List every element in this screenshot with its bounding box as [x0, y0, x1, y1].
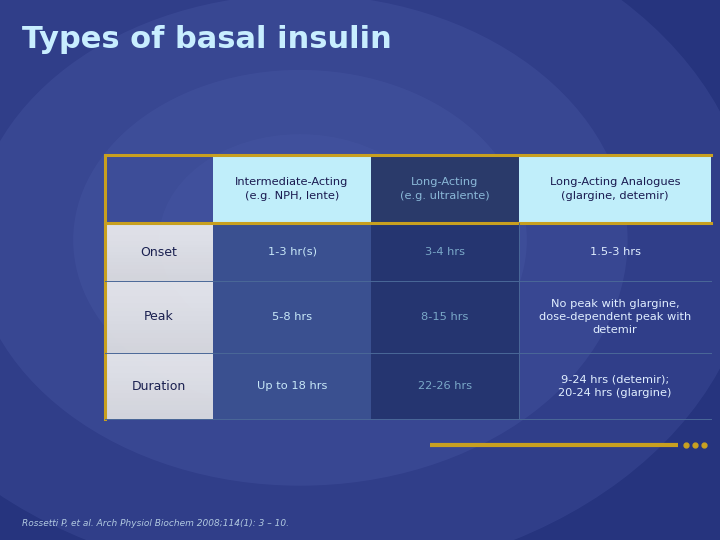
Text: 5-8 hrs: 5-8 hrs: [272, 312, 312, 322]
Text: 8-15 hrs: 8-15 hrs: [421, 312, 469, 322]
Bar: [213, 155, 371, 223]
Ellipse shape: [0, 0, 628, 485]
Text: 1.5-3 hrs: 1.5-3 hrs: [590, 247, 641, 257]
Bar: [371, 223, 519, 281]
Text: 9-24 hrs (detemir);
20-24 hrs (glargine): 9-24 hrs (detemir); 20-24 hrs (glargine): [558, 374, 672, 397]
Text: Long-Acting Analogues
(glargine, detemir): Long-Acting Analogues (glargine, detemir…: [550, 178, 680, 200]
Bar: [371, 353, 519, 419]
Ellipse shape: [159, 134, 441, 346]
Text: 3-4 hrs: 3-4 hrs: [425, 247, 465, 257]
Bar: [519, 155, 711, 223]
Bar: [213, 223, 371, 281]
Text: Intermediate-Acting
(e.g. NPH, lente): Intermediate-Acting (e.g. NPH, lente): [235, 178, 348, 200]
Text: 1-3 hr(s): 1-3 hr(s): [268, 247, 317, 257]
Ellipse shape: [73, 70, 527, 410]
Text: Peak: Peak: [144, 310, 174, 323]
Bar: [213, 281, 371, 353]
Text: Onset: Onset: [140, 246, 177, 259]
Text: Long-Acting
(e.g. ultralente): Long-Acting (e.g. ultralente): [400, 178, 490, 200]
Text: Rossetti P, et al. Arch Physiol Biochem 2008;114(1): 3 – 10.: Rossetti P, et al. Arch Physiol Biochem …: [22, 519, 289, 529]
Text: Types of basal insulin: Types of basal insulin: [22, 25, 392, 55]
Bar: [371, 281, 519, 353]
Text: No peak with glargine,
dose-dependent peak with
detemir: No peak with glargine, dose-dependent pe…: [539, 299, 691, 335]
Text: 22-26 hrs: 22-26 hrs: [418, 381, 472, 391]
Text: Up to 18 hrs: Up to 18 hrs: [257, 381, 327, 391]
Bar: [371, 155, 519, 223]
Bar: [213, 353, 371, 419]
Text: Duration: Duration: [132, 380, 186, 393]
